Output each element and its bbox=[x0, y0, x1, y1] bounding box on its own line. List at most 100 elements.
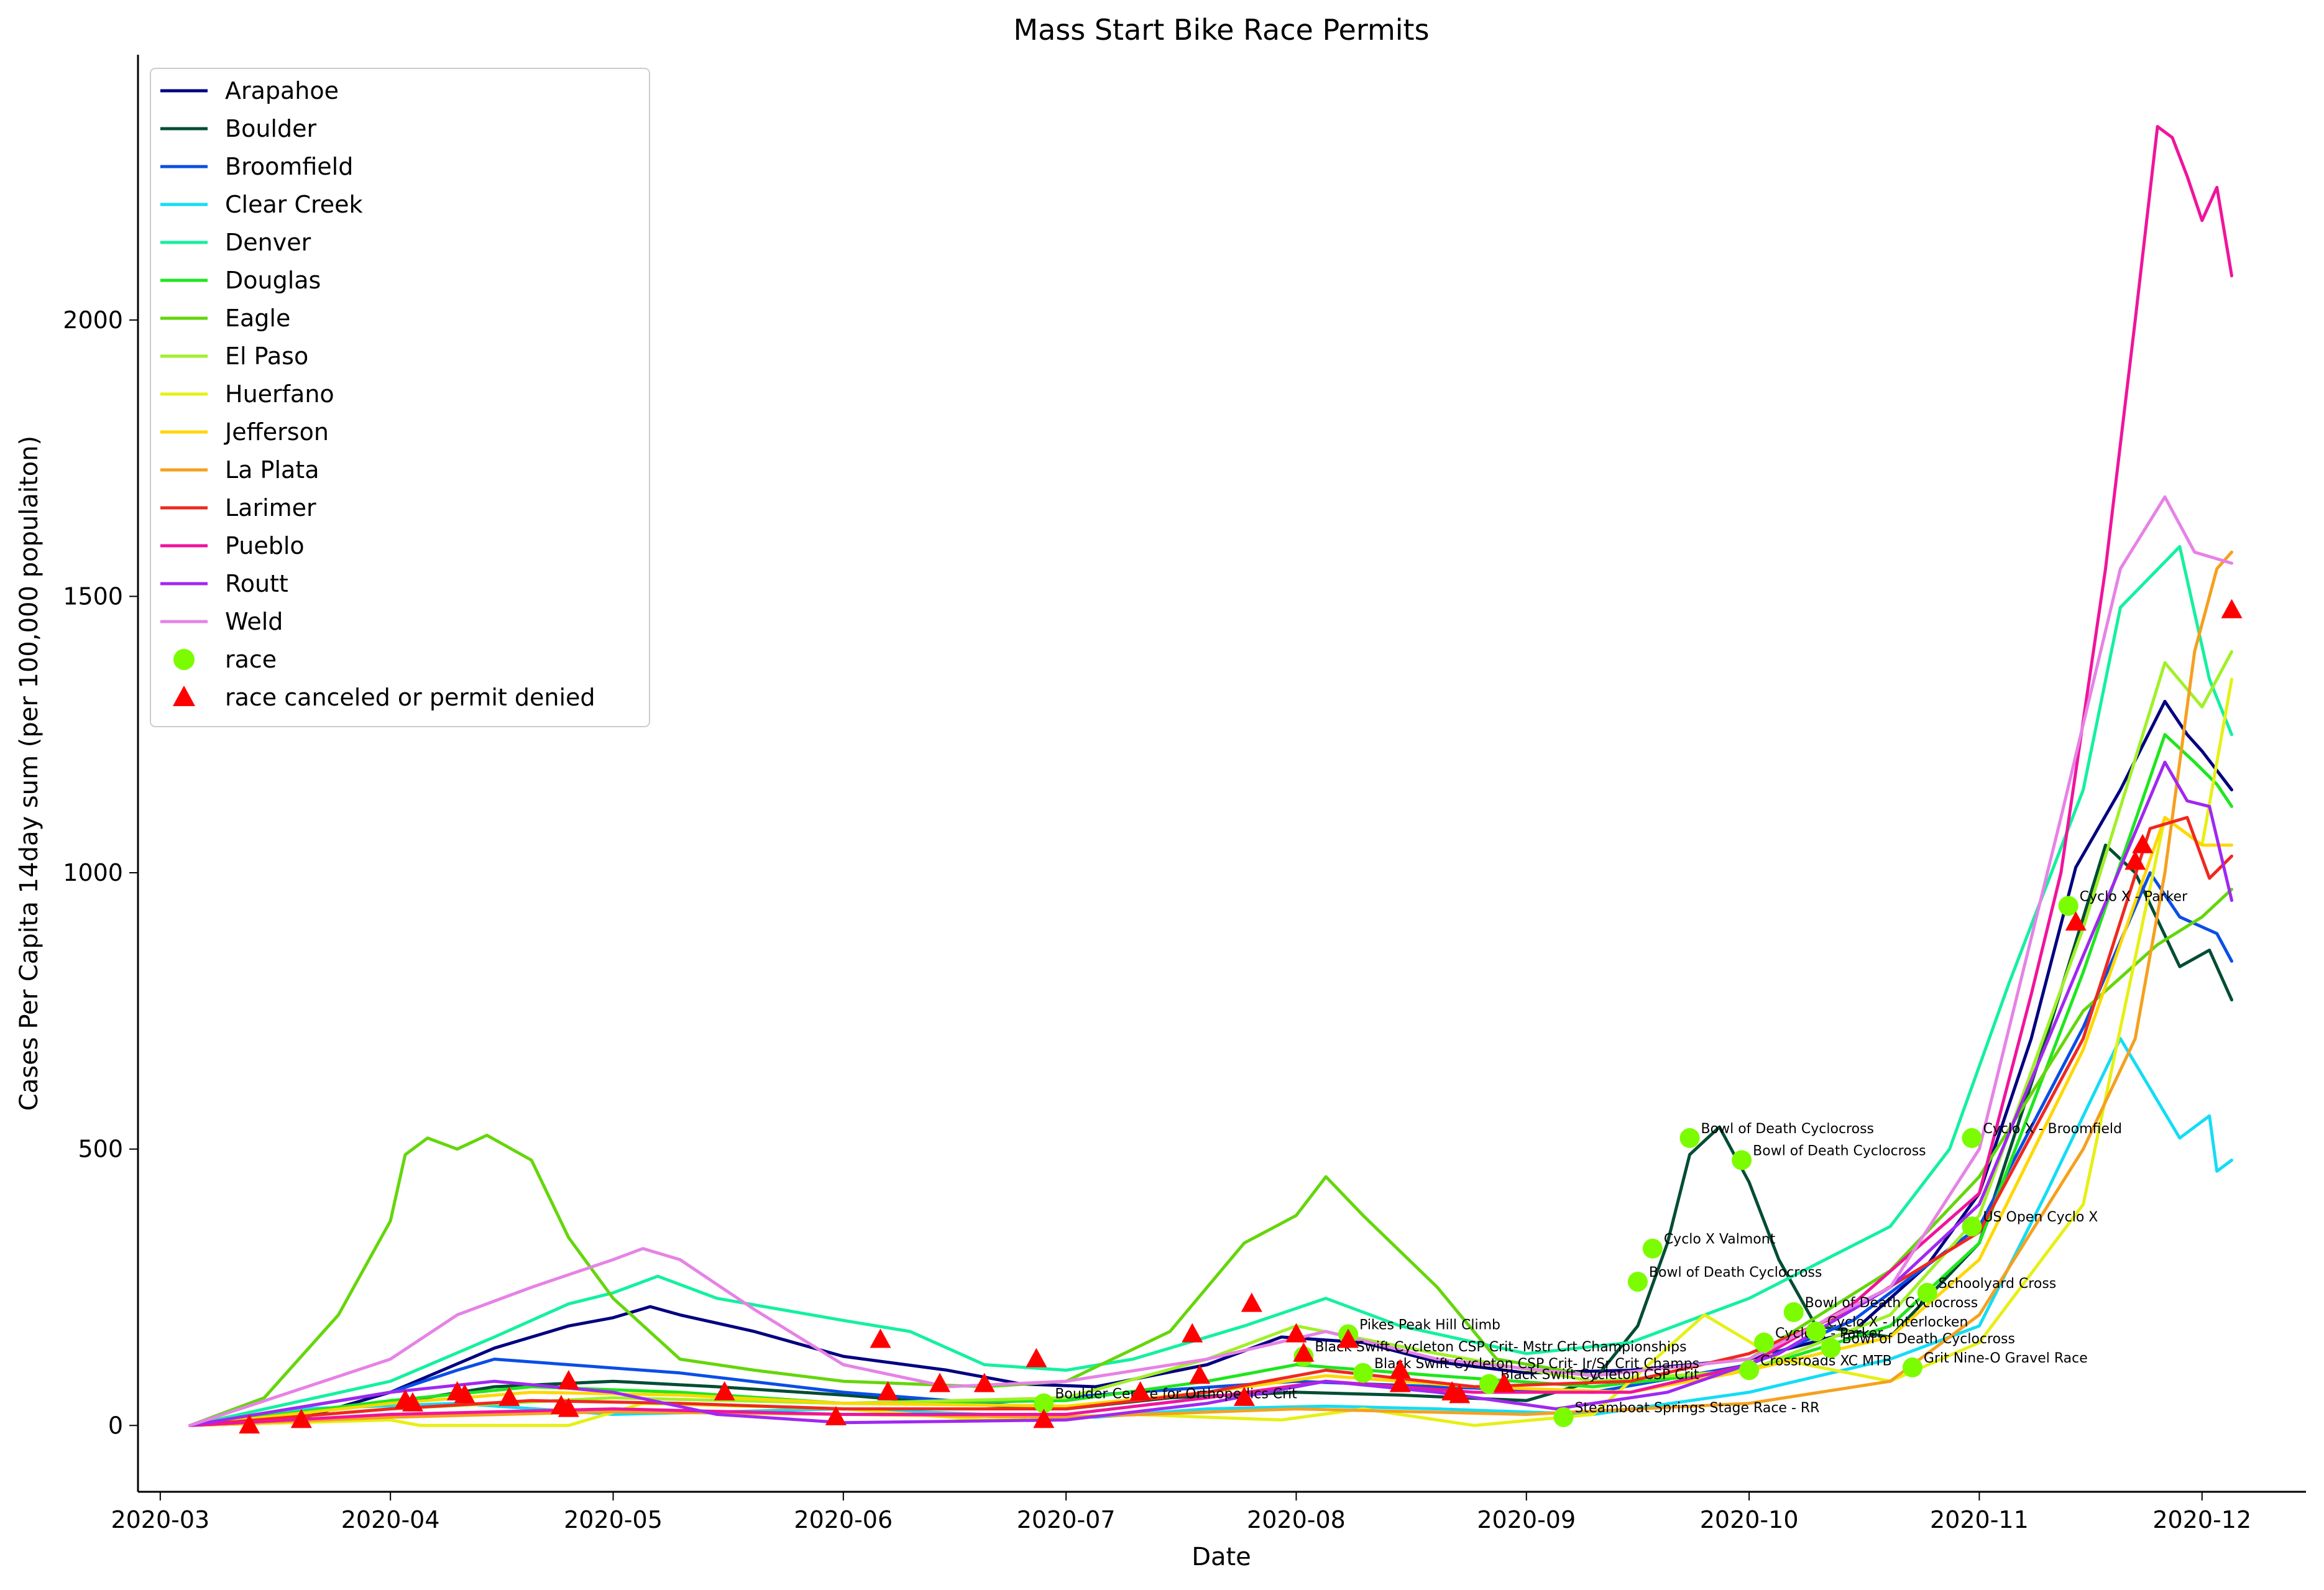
legend-label: Eagle bbox=[225, 305, 290, 332]
race-annotation: Pikes Peak Hill Climb bbox=[1359, 1318, 1500, 1333]
race-marker bbox=[2058, 896, 2078, 916]
race-annotation: Cyclo X - Parker bbox=[2080, 889, 2188, 904]
canceled-marker bbox=[1182, 1323, 1203, 1343]
canceled-marker bbox=[402, 1392, 423, 1412]
canceled-marker bbox=[825, 1405, 847, 1425]
race-marker bbox=[1962, 1128, 1982, 1148]
canceled-marker bbox=[558, 1397, 579, 1417]
legend-swatch-race bbox=[173, 649, 195, 670]
canceled-marker bbox=[1241, 1292, 1262, 1312]
canceled-marker bbox=[1389, 1359, 1411, 1379]
race-annotation: US Open Cyclo X bbox=[1983, 1210, 2098, 1225]
x-tick-label: 2020-03 bbox=[111, 1506, 209, 1533]
canceled-marker bbox=[454, 1384, 475, 1404]
race-annotation: Black Swift Cycleton CSP Crit bbox=[1500, 1367, 1699, 1383]
canceled-marker bbox=[2124, 850, 2146, 870]
x-tick-label: 2020-07 bbox=[1017, 1506, 1116, 1533]
race-annotation: Cyclo X - Interlocken bbox=[1827, 1315, 1968, 1330]
legend-label: Broomfield bbox=[225, 153, 353, 180]
race-marker bbox=[1479, 1374, 1500, 1394]
race-annotation: Cyclo X Valmont bbox=[1664, 1232, 1776, 1248]
race-marker bbox=[1627, 1272, 1648, 1292]
series-line-larimer bbox=[188, 816, 2233, 1427]
y-tick-label: 1000 bbox=[63, 859, 123, 886]
race-marker bbox=[1739, 1360, 1760, 1381]
legend-label: Boulder bbox=[225, 115, 316, 142]
y-axis-label: Cases Per Capita 14day sum (per 100,000 … bbox=[15, 436, 44, 1111]
series-line-boulder bbox=[188, 843, 2233, 1427]
x-tick-label: 2020-09 bbox=[1477, 1506, 1576, 1533]
race-marker bbox=[1806, 1321, 1826, 1342]
race-marker bbox=[1642, 1238, 1663, 1259]
race-annotation: Bowl of Death Cyclocross bbox=[1842, 1331, 2015, 1347]
canceled-marker bbox=[973, 1372, 995, 1392]
canceled-marker bbox=[1189, 1364, 1211, 1384]
series-line-douglas bbox=[188, 733, 2233, 1427]
legend-box bbox=[150, 68, 650, 727]
canceled-marker bbox=[1285, 1323, 1307, 1343]
race-marker bbox=[1821, 1338, 1841, 1358]
legend-label: Pueblo bbox=[225, 532, 305, 559]
legend-label: Weld bbox=[225, 608, 283, 635]
race-annotation: Schoolyard Cross bbox=[1939, 1276, 2056, 1292]
x-tick-label: 2020-04 bbox=[341, 1506, 440, 1533]
legend-label: Routt bbox=[225, 570, 288, 597]
series-layer bbox=[188, 125, 2233, 1427]
x-tick-label: 2020-12 bbox=[2152, 1506, 2251, 1533]
race-marker bbox=[1553, 1407, 1574, 1427]
legend-label: Arapahoe bbox=[225, 77, 339, 104]
canceled-marker bbox=[714, 1381, 735, 1400]
canceled-marker bbox=[498, 1386, 520, 1406]
y-tick-label: 2000 bbox=[63, 306, 123, 334]
series-line-routt bbox=[188, 760, 2233, 1427]
canceled-marker bbox=[877, 1381, 899, 1400]
race-marker bbox=[1962, 1216, 1982, 1237]
race-marker bbox=[1917, 1282, 1937, 1303]
y-tick-label: 1500 bbox=[63, 582, 123, 610]
x-axis-label: Date bbox=[1192, 1543, 1251, 1571]
race-annotation: Steamboat Springs Stage Race - RR bbox=[1574, 1400, 1819, 1416]
canceled-marker bbox=[239, 1414, 260, 1434]
y-tick-label: 500 bbox=[78, 1136, 123, 1163]
race-marker bbox=[1783, 1302, 1804, 1322]
canceled-marker bbox=[1449, 1384, 1471, 1404]
y-tick-label: 0 bbox=[108, 1412, 123, 1439]
legend-label: race canceled or permit denied bbox=[225, 684, 595, 711]
canceled-marker bbox=[558, 1370, 579, 1390]
legend: Arapahoe Boulder Broomfield Clear Creek Denv… bbox=[150, 68, 650, 727]
legend-label: El Paso bbox=[225, 342, 308, 370]
canceled-marker bbox=[1389, 1372, 1411, 1392]
x-tick-label: 2020-10 bbox=[1700, 1506, 1799, 1533]
legend-label: Larimer bbox=[225, 494, 316, 522]
race-marker bbox=[1679, 1128, 1700, 1148]
race-marker bbox=[1034, 1393, 1054, 1413]
canceled-marker bbox=[1338, 1328, 1359, 1348]
x-tick-label: 2020-11 bbox=[1930, 1506, 2029, 1533]
race-annotation: Cyclo X - Broomfield bbox=[1983, 1121, 2122, 1137]
y-ticks: 0 500 1000 1500 2000 bbox=[63, 306, 138, 1439]
canceled-marker bbox=[2221, 599, 2243, 618]
series-line-huerfano bbox=[188, 678, 2233, 1427]
axes bbox=[137, 55, 2306, 1493]
race-annotation: Black Swift Cycleton CSP Crit- Mstr Crt … bbox=[1315, 1340, 1686, 1355]
race-marker bbox=[1732, 1150, 1752, 1170]
canceled-marker bbox=[290, 1408, 312, 1428]
x-tick-label: 2020-06 bbox=[794, 1506, 893, 1533]
canceled-marker bbox=[929, 1372, 951, 1392]
series-line-arapahoe bbox=[188, 699, 2233, 1427]
canceled-marker bbox=[1033, 1408, 1055, 1428]
canceled-marker bbox=[1129, 1381, 1151, 1400]
legend-swatch-canceled bbox=[173, 686, 195, 706]
legend-label: Huerfano bbox=[225, 380, 334, 408]
race-annotation: Bowl of Death Cyclocross bbox=[1701, 1121, 1874, 1137]
race-annotation: Boulder Centre for Orthopedics Crit bbox=[1055, 1387, 1297, 1402]
legend-label: Douglas bbox=[225, 267, 321, 294]
race-marker bbox=[1353, 1363, 1373, 1383]
canceled-marker bbox=[870, 1328, 891, 1348]
x-ticks: 2020-03 2020-04 2020-05 2020-06 2020-07 2020-… bbox=[111, 1492, 2251, 1533]
legend-label: Clear Creek bbox=[225, 191, 363, 218]
race-markers: Boulder Centre for Orthopedics Crit Pikes… bbox=[1034, 889, 2188, 1427]
legend-label: race bbox=[225, 646, 277, 673]
legend-label: Denver bbox=[225, 229, 311, 256]
